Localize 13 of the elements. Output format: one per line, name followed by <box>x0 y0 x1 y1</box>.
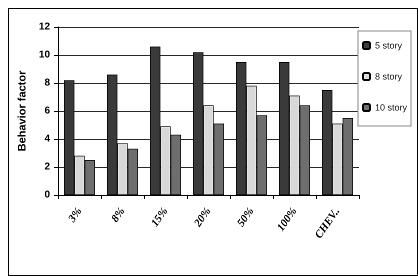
legend-label: 8 story <box>374 72 402 82</box>
y-tick-label: 10 <box>38 50 50 60</box>
y-tick-label: 12 <box>38 22 50 32</box>
y-tick-label: 6 <box>44 106 50 116</box>
y-tick-label: 8 <box>44 78 50 88</box>
y-tick-label: 0 <box>44 190 50 200</box>
y-axis-title: Behavior factor <box>16 70 28 152</box>
legend-label: 10 story <box>374 102 408 112</box>
legend-label: 5 story <box>374 40 402 50</box>
x-tick-label: 8% <box>109 206 128 224</box>
x-tick-label: 3% <box>66 206 84 226</box>
y-tick-label: 2 <box>44 162 50 172</box>
y-tick-label: 4 <box>44 134 50 144</box>
